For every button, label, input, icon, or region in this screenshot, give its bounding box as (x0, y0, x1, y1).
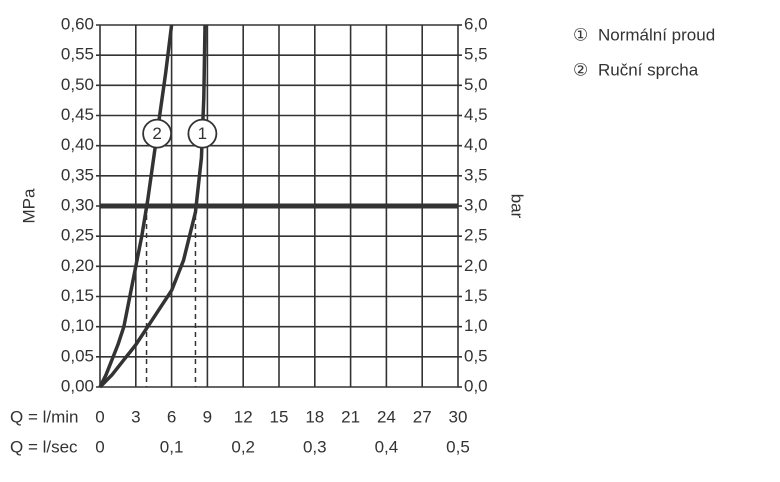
legend-label: Ruční sprcha (598, 60, 699, 79)
y-tick-label: 0,20 (61, 256, 94, 275)
x-tick-label: 12 (234, 407, 253, 426)
y-tick-label: 0,10 (61, 316, 94, 335)
y-tick-label: 0,25 (61, 226, 94, 245)
x-tick-label: 18 (305, 407, 324, 426)
legend-symbol: ② (573, 60, 588, 79)
y2-tick-label: 2,5 (464, 226, 488, 245)
x-axis-label: Q = l/min (10, 407, 79, 426)
series-line (98, 24, 174, 388)
y-tick-label: 0,05 (61, 346, 94, 365)
y2-tick-label: 5,5 (464, 45, 488, 64)
y2-tick-label: 2,0 (464, 256, 488, 275)
series-label-circle (187, 118, 218, 149)
series-label: 2 (152, 124, 161, 143)
x-tick-label: 30 (449, 407, 468, 426)
x2-tick-label: 0,4 (375, 437, 399, 456)
x-tick-label: 24 (377, 407, 396, 426)
y2-tick-label: 4,0 (464, 135, 488, 154)
x-tick-label: 6 (167, 407, 176, 426)
y2-tick-label: 0,5 (464, 346, 488, 365)
y2-axis-label: bar (508, 194, 527, 219)
x2-tick-label: 0,5 (446, 437, 470, 456)
y2-tick-label: 1,5 (464, 286, 488, 305)
y2-tick-label: 0,0 (464, 376, 488, 395)
y-tick-label: 0,35 (61, 165, 94, 184)
y-tick-label: 0,55 (61, 45, 94, 64)
x2-tick-label: 0,2 (231, 437, 255, 456)
y2-tick-label: 3,5 (464, 165, 488, 184)
y-tick-label: 0,00 (61, 376, 94, 395)
y-tick-label: 0,50 (61, 75, 94, 94)
y2-tick-label: 3,0 (464, 195, 488, 214)
y-tick-label: 0,45 (61, 105, 94, 124)
x-tick-label: 15 (270, 407, 289, 426)
y-tick-label: 0,15 (61, 286, 94, 305)
x-tick-label: 9 (203, 407, 212, 426)
series-label-circle (142, 118, 173, 149)
y-tick-label: 0,60 (61, 14, 94, 33)
legend-symbol: ① (573, 25, 588, 44)
x2-tick-label: 0,1 (160, 437, 184, 456)
y2-tick-label: 6,0 (464, 14, 488, 33)
y-axis-label: MPa (19, 188, 38, 224)
x-tick-label: 0 (95, 407, 104, 426)
legend-label: Normální proud (598, 25, 715, 44)
x2-tick-label: 0,3 (303, 437, 327, 456)
y2-tick-label: 4,5 (464, 105, 488, 124)
y2-tick-label: 5,0 (464, 75, 488, 94)
series-label: 1 (198, 124, 207, 143)
x-tick-label: 3 (131, 407, 140, 426)
y-tick-label: 0,40 (61, 135, 94, 154)
x2-tick-label: 0 (95, 437, 104, 456)
x-tick-label: 21 (341, 407, 360, 426)
x-tick-label: 27 (413, 407, 432, 426)
y-tick-label: 0,30 (61, 195, 94, 214)
y2-tick-label: 1,0 (464, 316, 488, 335)
x2-axis-label: Q = l/sec (10, 437, 78, 456)
